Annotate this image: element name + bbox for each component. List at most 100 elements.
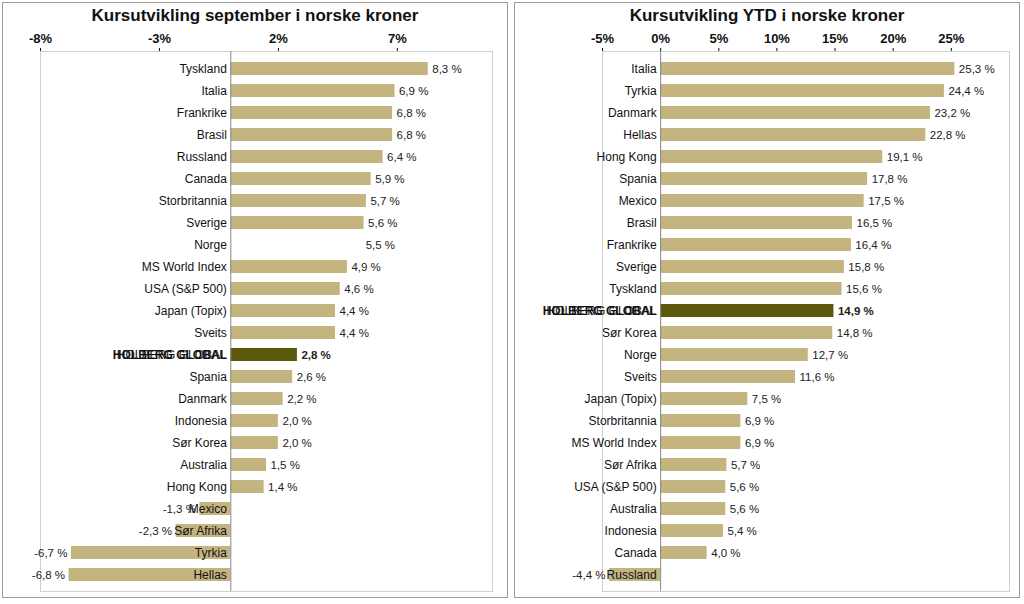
svg-text:Indonesia: Indonesia <box>605 524 657 538</box>
svg-text:Canada: Canada <box>185 172 227 186</box>
svg-text:Tyrkia: Tyrkia <box>625 84 657 98</box>
svg-text:4,9 %: 4,9 % <box>351 261 380 273</box>
svg-text:Mexico: Mexico <box>619 194 657 208</box>
svg-text:2,0 %: 2,0 % <box>282 437 311 449</box>
svg-text:Norge: Norge <box>194 238 227 252</box>
svg-text:7,5 %: 7,5 % <box>752 393 781 405</box>
svg-text:4,4 %: 4,4 % <box>339 327 368 339</box>
svg-text:16,5 %: 16,5 % <box>857 217 893 229</box>
svg-text:Indonesia: Indonesia <box>175 414 227 428</box>
svg-text:Russland: Russland <box>177 150 227 164</box>
svg-text:Brasil: Brasil <box>627 216 657 230</box>
svg-text:HOLBERG GLOBAL: HOLBERG GLOBAL <box>113 348 227 362</box>
svg-text:20%: 20% <box>880 31 906 46</box>
svg-text:2,2 %: 2,2 % <box>287 393 316 405</box>
svg-text:Hong Kong: Hong Kong <box>167 480 227 494</box>
svg-text:2,6 %: 2,6 % <box>297 371 326 383</box>
svg-text:5,7 %: 5,7 % <box>731 459 760 471</box>
svg-text:Australia: Australia <box>180 458 227 472</box>
svg-text:25,3 %: 25,3 % <box>959 63 995 75</box>
svg-text:14,9 %: 14,9 % <box>838 305 874 317</box>
svg-text:15%: 15% <box>822 31 848 46</box>
svg-text:5,5 %: 5,5 % <box>366 239 395 251</box>
svg-text:2,8 %: 2,8 % <box>301 349 330 361</box>
svg-text:Tyskland: Tyskland <box>609 282 656 296</box>
svg-text:15,8 %: 15,8 % <box>848 261 884 273</box>
svg-text:4,6 %: 4,6 % <box>344 283 373 295</box>
svg-text:-6,8 %: -6,8 % <box>32 569 65 581</box>
svg-text:Sør Korea: Sør Korea <box>602 326 657 340</box>
svg-text:2,0 %: 2,0 % <box>282 415 311 427</box>
svg-text:HOLBERG GLOBAL: HOLBERG GLOBAL <box>543 304 657 318</box>
svg-text:5,4 %: 5,4 % <box>727 525 756 537</box>
svg-text:-3%: -3% <box>148 31 172 46</box>
svg-text:1,5 %: 1,5 % <box>271 459 300 471</box>
svg-text:Hellas: Hellas <box>193 568 226 582</box>
svg-text:Tyskland: Tyskland <box>179 62 226 76</box>
svg-text:5,6 %: 5,6 % <box>730 481 759 493</box>
svg-text:Sveits: Sveits <box>194 326 227 340</box>
svg-text:6,9 %: 6,9 % <box>399 85 428 97</box>
svg-text:4,4 %: 4,4 % <box>339 305 368 317</box>
svg-text:Brasil: Brasil <box>197 128 227 142</box>
svg-text:-4,4 %: -4,4 % <box>572 569 605 581</box>
svg-text:Japan (Topix): Japan (Topix) <box>155 304 227 318</box>
svg-text:8,3 %: 8,3 % <box>432 63 461 75</box>
svg-text:Danmark: Danmark <box>608 106 658 120</box>
svg-text:Spania: Spania <box>619 172 657 186</box>
svg-text:MS World Index: MS World Index <box>571 436 656 450</box>
svg-text:10%: 10% <box>764 31 790 46</box>
svg-text:2%: 2% <box>269 31 288 46</box>
svg-text:Sør Afrika: Sør Afrika <box>604 458 657 472</box>
svg-text:Spania: Spania <box>189 370 227 384</box>
svg-text:6,4 %: 6,4 % <box>387 151 416 163</box>
svg-text:6,8 %: 6,8 % <box>397 107 426 119</box>
svg-text:23,2 %: 23,2 % <box>934 107 970 119</box>
svg-text:-8%: -8% <box>29 31 53 46</box>
svg-text:14,8 %: 14,8 % <box>837 327 873 339</box>
svg-text:-5%: -5% <box>591 31 615 46</box>
svg-text:17,8 %: 17,8 % <box>872 173 908 185</box>
svg-text:-6,7 %: -6,7 % <box>34 547 67 559</box>
svg-text:Frankrike: Frankrike <box>607 238 657 252</box>
svg-text:Storbritannia: Storbritannia <box>159 194 227 208</box>
svg-text:16,4 %: 16,4 % <box>855 239 891 251</box>
svg-text:Sør Korea: Sør Korea <box>172 436 227 450</box>
svg-text:19,1 %: 19,1 % <box>887 151 923 163</box>
svg-text:-2,3 %: -2,3 % <box>139 525 172 537</box>
svg-text:Norge: Norge <box>624 348 657 362</box>
svg-text:Hong Kong: Hong Kong <box>597 150 657 164</box>
svg-text:22,8 %: 22,8 % <box>930 129 966 141</box>
svg-text:Japan (Topix): Japan (Topix) <box>585 392 657 406</box>
svg-text:0%: 0% <box>651 31 670 46</box>
svg-text:Russland: Russland <box>607 568 657 582</box>
svg-text:4,0 %: 4,0 % <box>711 547 740 559</box>
svg-text:1,4 %: 1,4 % <box>268 481 297 493</box>
svg-text:MS World Index: MS World Index <box>142 260 227 274</box>
svg-text:6,8 %: 6,8 % <box>397 129 426 141</box>
svg-text:Sveits: Sveits <box>624 370 657 384</box>
svg-text:USA (S&P 500): USA (S&P 500) <box>574 480 657 494</box>
svg-text:6,9 %: 6,9 % <box>745 437 774 449</box>
svg-text:Sverige: Sverige <box>616 260 657 274</box>
svg-text:Canada: Canada <box>615 546 657 560</box>
svg-text:12,7 %: 12,7 % <box>812 349 848 361</box>
svg-text:5,7 %: 5,7 % <box>370 195 399 207</box>
svg-text:7%: 7% <box>388 31 407 46</box>
svg-text:Sverige: Sverige <box>186 216 227 230</box>
svg-text:15,6 %: 15,6 % <box>846 283 882 295</box>
svg-text:5,6 %: 5,6 % <box>730 503 759 515</box>
svg-text:25%: 25% <box>938 31 964 46</box>
svg-text:Australia: Australia <box>610 502 657 516</box>
svg-text:5%: 5% <box>709 31 728 46</box>
svg-text:USA (S&P 500): USA (S&P 500) <box>144 282 227 296</box>
svg-text:11,6 %: 11,6 % <box>800 371 835 383</box>
svg-text:24,4 %: 24,4 % <box>948 85 984 97</box>
svg-text:5,9 %: 5,9 % <box>375 173 404 185</box>
svg-text:Sør Afrika: Sør Afrika <box>174 524 227 538</box>
svg-text:Frankrike: Frankrike <box>177 106 227 120</box>
svg-text:6,9 %: 6,9 % <box>745 415 774 427</box>
svg-text:Italia: Italia <box>631 62 657 76</box>
svg-text:Danmark: Danmark <box>178 392 228 406</box>
svg-text:Italia: Italia <box>201 84 227 98</box>
